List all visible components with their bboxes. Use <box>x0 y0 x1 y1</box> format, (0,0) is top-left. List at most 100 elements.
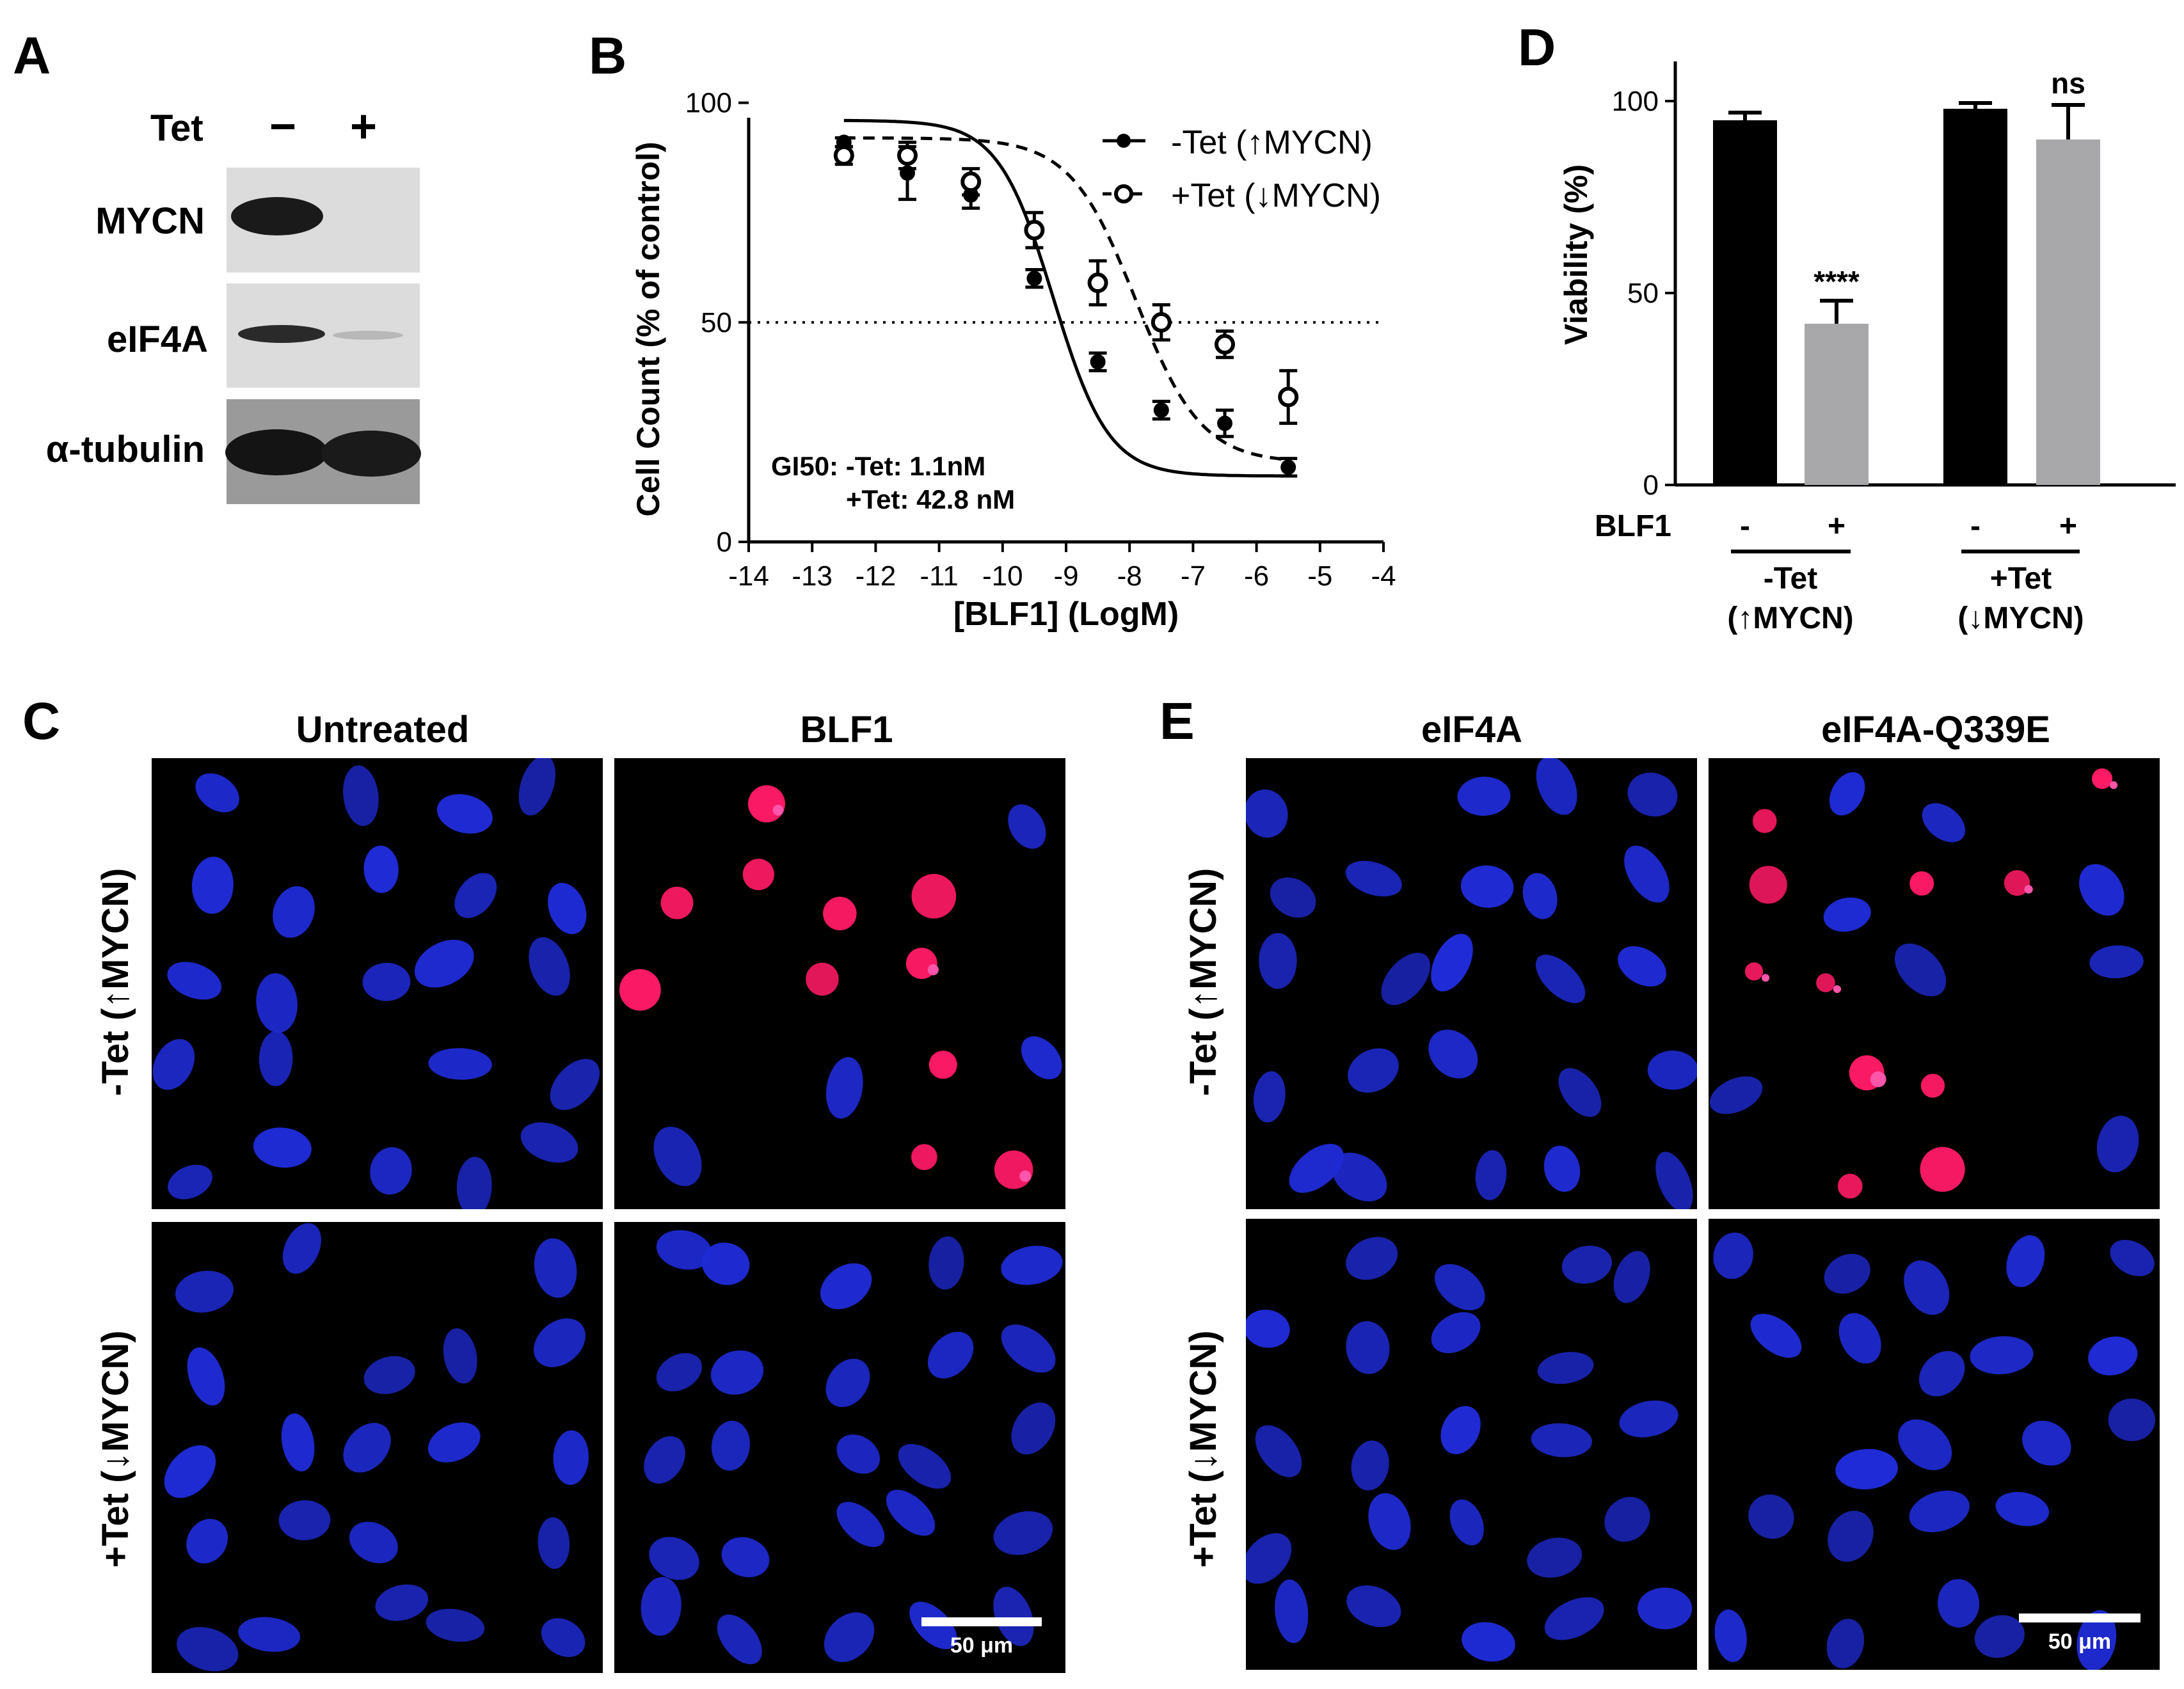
cell-nucleus <box>187 1347 225 1406</box>
cell-nucleus <box>644 1436 685 1484</box>
cell-nucleus <box>1823 897 1871 932</box>
micrograph-cells <box>1709 768 2144 1199</box>
cell-nucleus <box>825 1057 863 1119</box>
lane-label-minus: − <box>269 101 296 152</box>
data-point-minus-tet <box>1217 415 1232 431</box>
cell-nucleus <box>2088 1336 2138 1376</box>
cell-nucleus <box>427 1422 481 1463</box>
data-point-minus-tet <box>1090 354 1106 370</box>
cell-nucleus <box>929 1236 964 1290</box>
cell-nucleus <box>1537 1352 1594 1384</box>
apoptotic-fragment <box>1833 985 1842 994</box>
data-point-plus-tet <box>1087 273 1108 294</box>
cell-nucleus <box>1346 1321 1390 1374</box>
micrograph-background <box>614 758 1065 1209</box>
data-point-plus-tet <box>1024 219 1045 241</box>
cell-nucleus <box>1898 1419 1952 1470</box>
cell-nucleus <box>456 1157 492 1209</box>
x-tick-label: -5 <box>1307 560 1332 592</box>
cell-nucleus <box>656 1230 712 1270</box>
bar-4 <box>2036 139 2100 485</box>
y-axis-title: Viability (%) <box>1558 164 1594 345</box>
x-tick-label: -13 <box>792 560 833 592</box>
data-point-plus-tet <box>960 171 982 193</box>
panel-c-scale-bar <box>921 1617 1042 1626</box>
cell-nucleus <box>550 1059 600 1111</box>
micrograph-cells <box>152 758 600 1209</box>
cell-nucleus <box>1246 1533 1292 1584</box>
cell-nucleus <box>824 1612 875 1662</box>
cell-nucleus <box>175 1271 234 1313</box>
panel-e-col-title-eif4a: eIF4A <box>1421 709 1522 750</box>
cell-nucleus <box>443 1328 477 1384</box>
apoptotic-cell <box>1837 1173 1863 1199</box>
apoptotic-fragment <box>2109 781 2118 789</box>
blot-band-eif4a-plus <box>333 331 403 340</box>
cell-nucleus <box>1346 1585 1401 1628</box>
cell-nucleus <box>1909 1490 1970 1532</box>
cell-nucleus <box>886 1489 936 1536</box>
x-tick-label: -11 <box>920 560 958 592</box>
panel-e-micrographs <box>1246 758 2160 1670</box>
apoptotic-cell <box>1920 1074 1945 1098</box>
cell-nucleus <box>653 1127 702 1186</box>
cell-nucleus <box>195 773 239 813</box>
bar-sign-1: - <box>1740 509 1750 543</box>
cell-nucleus <box>1828 1511 1874 1562</box>
cell-nucleus <box>2079 864 2124 916</box>
cell-nucleus <box>520 1122 578 1163</box>
cell-nucleus <box>1346 1237 1398 1280</box>
micrograph-cells <box>1713 1232 2156 1670</box>
apoptotic-cell <box>929 1051 957 1079</box>
cell-nucleus <box>2096 1115 2139 1173</box>
cell-nucleus <box>343 765 379 827</box>
cell-nucleus <box>238 1617 301 1652</box>
cell-nucleus <box>1527 1537 1582 1578</box>
cell-nucleus <box>1345 860 1402 897</box>
y-tick-label: 0 <box>1643 470 1659 501</box>
cell-nucleus <box>281 1413 315 1471</box>
apoptotic-cell <box>1816 973 1835 992</box>
panel-e-col-title-q339e: eIF4A-Q339E <box>1821 709 2050 750</box>
cell-nucleus <box>191 857 234 914</box>
y-tick-label: 50 <box>701 307 732 338</box>
cell-nucleus <box>1922 803 1966 843</box>
cell-nucleus <box>1638 1587 1693 1630</box>
cell-nucleus <box>1619 1400 1678 1438</box>
apoptotic-fragment <box>2024 885 2033 894</box>
cell-nucleus <box>1255 1425 1302 1477</box>
cell-nucleus <box>993 1511 1053 1555</box>
x-tick-label: -7 <box>1181 560 1206 592</box>
tet-label: Tet <box>150 107 203 149</box>
western-blot <box>225 168 421 504</box>
micrograph-c-blf1-minus-tet <box>614 758 1065 1209</box>
cell-nucleus <box>1918 1351 1965 1397</box>
cell-nucleus <box>1604 1496 1650 1542</box>
x-tick-label: -4 <box>1371 560 1396 592</box>
cell-nucleus <box>1561 1246 1613 1284</box>
data-point-plus-tet <box>1151 312 1172 333</box>
cell-nucleus <box>1624 845 1670 903</box>
x-tick-label: -12 <box>856 560 897 592</box>
apoptotic-cell <box>660 886 694 919</box>
panel-a-letter: A <box>13 27 51 85</box>
cell-nucleus <box>1543 1145 1581 1192</box>
cell-nucleus <box>1750 1313 1802 1358</box>
y-axis-title: Cell Count (% of control) <box>630 141 666 516</box>
cell-nucleus <box>1535 955 1586 1003</box>
cell-nucleus <box>825 1358 870 1408</box>
cell-nucleus <box>1440 1406 1481 1454</box>
micrograph-cells <box>1246 758 1697 1209</box>
cell-nucleus <box>993 1587 1034 1646</box>
cell-nucleus <box>256 973 298 1033</box>
apoptotic-fragment <box>1761 974 1770 982</box>
cell-nucleus <box>548 882 587 935</box>
cell-nucleus <box>721 1537 770 1578</box>
cell-nucleus <box>362 962 411 1001</box>
panel-e-row-label-minus-tet: -Tet (↑MYCN) <box>1183 868 1224 1097</box>
cell-nucleus <box>168 1164 212 1200</box>
cell-nucleus <box>1462 1622 1515 1662</box>
panel-c-row-label-plus-tet: +Tet (↓MYCN) <box>95 1330 136 1567</box>
cell-nucleus <box>1544 1597 1604 1640</box>
